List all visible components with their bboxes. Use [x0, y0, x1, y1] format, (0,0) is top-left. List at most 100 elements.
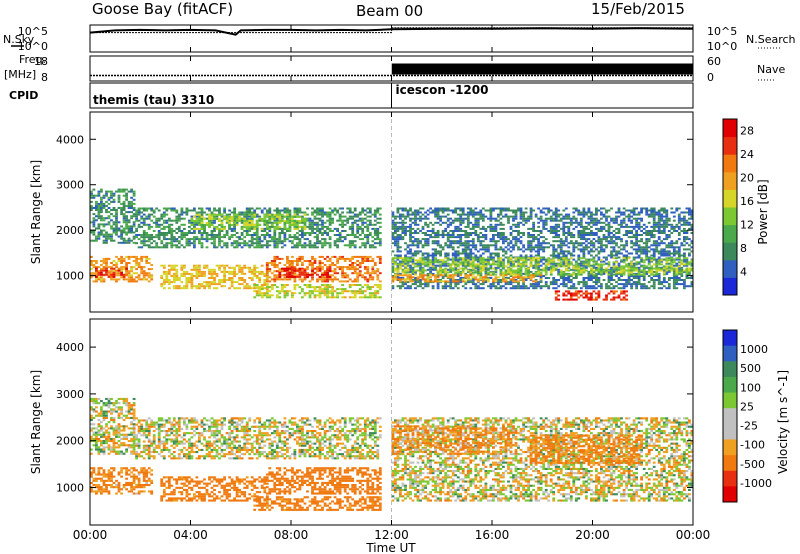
heatmap-cell	[338, 215, 342, 218]
heatmap-cell	[155, 217, 159, 220]
heatmap-cell	[414, 215, 417, 218]
heatmap-cell	[444, 242, 448, 245]
heatmap-cell	[240, 228, 244, 231]
heatmap-cell	[502, 232, 505, 234]
heatmap-cell	[587, 223, 591, 226]
heatmap-cell	[652, 236, 656, 239]
heatmap-cell	[333, 227, 337, 230]
heatmap-cell	[280, 217, 284, 220]
heatmap-cell	[652, 285, 656, 288]
heatmap-cell	[105, 237, 108, 240]
heatmap-cell	[240, 225, 244, 228]
heatmap-cell	[399, 238, 402, 241]
heatmap-cell	[532, 266, 535, 269]
heatmap-cell	[346, 257, 350, 260]
heatmap-cell	[394, 244, 397, 247]
heatmap-cell	[258, 219, 262, 222]
heatmap-cell	[650, 248, 654, 251]
heatmap-cell	[514, 287, 518, 290]
heatmap-cell	[190, 283, 194, 286]
heatmap-cell	[564, 250, 568, 253]
heatmap-cell	[275, 290, 279, 293]
heatmap-cell	[112, 271, 116, 274]
heatmap-cell	[291, 266, 294, 269]
heatmap-cell	[188, 232, 191, 234]
heatmap-cell	[265, 266, 269, 269]
heatmap-cell	[587, 215, 591, 218]
heatmap-cell	[600, 221, 603, 224]
heatmap-cell	[351, 280, 355, 283]
heatmap-cell	[416, 217, 420, 220]
heatmap-cell	[351, 257, 355, 260]
heatmap-cell	[630, 285, 633, 288]
heatmap-cell	[620, 211, 623, 214]
heatmap-cell	[419, 230, 422, 232]
heatmap-cell	[258, 240, 262, 243]
heatmap-cell	[564, 264, 568, 267]
heatmap-cell	[519, 213, 523, 216]
heatmap-cell	[351, 240, 355, 243]
heatmap-cell	[170, 240, 174, 243]
heatmap-cell	[529, 209, 533, 212]
heatmap-cell	[275, 246, 279, 249]
heatmap-cell	[426, 217, 430, 220]
heatmap-cell	[351, 217, 355, 220]
heatmap-cell	[97, 217, 101, 220]
heatmap-cell	[587, 209, 591, 212]
heatmap-cell	[368, 255, 372, 258]
heatmap-cell	[213, 270, 216, 273]
heatmap-cell	[469, 213, 473, 216]
heatmap-cell	[185, 272, 189, 275]
heatmap-cell	[645, 270, 649, 273]
heatmap-cell	[527, 248, 530, 251]
heatmap-cell	[306, 219, 309, 222]
heatmap-cell	[308, 294, 312, 297]
heatmap-cell	[132, 207, 136, 209]
heatmap-cell	[253, 270, 257, 273]
heatmap-cell	[474, 254, 478, 257]
heatmap-cell	[441, 262, 445, 265]
heatmap-cell	[439, 254, 442, 257]
heatmap-cell	[127, 225, 131, 228]
heatmap-cell	[92, 260, 96, 262]
heatmap-cell	[459, 238, 463, 241]
heatmap-cell	[230, 281, 234, 284]
heatmap-cell	[243, 285, 247, 288]
heatmap-cell	[396, 209, 400, 212]
heatmap-cell	[487, 248, 490, 251]
heatmap-cell	[243, 266, 247, 269]
heatmap-cell	[494, 266, 498, 269]
heatmap-cell	[258, 281, 262, 284]
heatmap-cell	[366, 236, 370, 239]
heatmap-cell	[250, 220, 254, 222]
heatmap-cell	[454, 250, 458, 253]
heatmap-cell	[318, 296, 322, 299]
heatmap-cell	[572, 242, 576, 245]
heatmap-cell	[640, 285, 643, 288]
heatmap-cell	[595, 213, 598, 216]
heatmap-cell	[228, 238, 231, 241]
heatmap-cell	[532, 227, 535, 230]
heatmap-cell	[363, 209, 367, 212]
heatmap-cell	[657, 281, 661, 284]
heatmap-cell	[92, 213, 96, 216]
heatmap-cell	[479, 275, 483, 277]
heatmap-cell	[650, 211, 654, 214]
heatmap-cell	[175, 275, 179, 277]
heatmap-cell	[132, 223, 136, 226]
heatmap-cell	[497, 252, 500, 255]
heatmap-cell	[459, 215, 463, 218]
heatmap-cell	[378, 255, 382, 258]
heatmap-cell	[283, 296, 287, 299]
heatmap-cell	[399, 221, 402, 224]
heatmap-cell	[635, 225, 638, 228]
heatmap-cell	[160, 285, 164, 288]
heatmap-cell	[421, 246, 425, 249]
heatmap-cell	[286, 267, 289, 270]
heatmap-cell	[411, 260, 415, 263]
heatmap-cell	[180, 264, 184, 267]
heatmap-cell	[286, 228, 289, 231]
heatmap-cell	[195, 228, 199, 231]
heatmap-cell	[348, 217, 352, 220]
heatmap-cell	[172, 287, 176, 290]
